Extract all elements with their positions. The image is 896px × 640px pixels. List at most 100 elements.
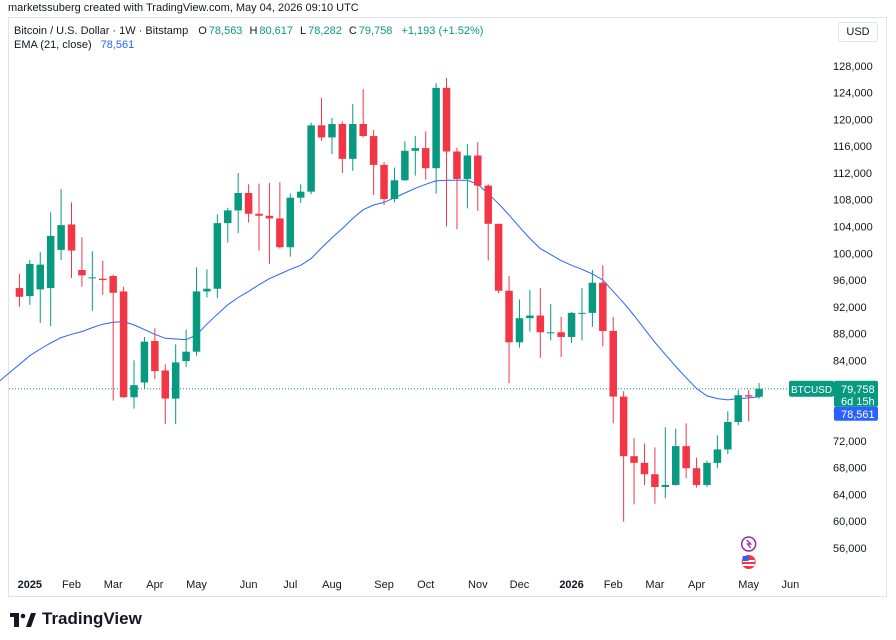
candle-body (474, 155, 482, 186)
y-tick-label: 60,000 (833, 516, 867, 528)
close-value: 79,758 (358, 25, 393, 37)
y-tick-label: 108,000 (833, 195, 873, 207)
us-flag-icon[interactable] (741, 555, 756, 569)
candle (609, 316, 617, 424)
candle (99, 260, 107, 295)
candle-body (119, 291, 128, 398)
y-tick-label: 124,000 (833, 88, 873, 100)
candle (36, 251, 45, 323)
symbol-tag-bg (789, 380, 834, 397)
candle (151, 328, 159, 380)
candle (317, 97, 326, 141)
candle-body (578, 312, 586, 314)
candle-body (15, 288, 24, 297)
candle-body (619, 396, 628, 457)
ema-price-tag: 78,561 (834, 406, 878, 421)
candle-body (692, 468, 701, 485)
high-label: H (249, 25, 258, 37)
candle-body (46, 235, 55, 289)
candle-body (286, 197, 295, 248)
candle-body (307, 125, 315, 192)
candle (328, 117, 336, 155)
candle-body (734, 395, 742, 423)
y-tick-label: 64,000 (833, 489, 867, 501)
candle-body (338, 124, 347, 159)
candle-body (265, 215, 274, 219)
candle (515, 299, 524, 348)
x-tick-label: Jun (240, 579, 258, 591)
candle (15, 274, 24, 307)
candle (307, 122, 315, 195)
candle-body (192, 291, 201, 352)
candle-body (369, 136, 378, 165)
ema-line (0, 179, 760, 401)
candle (171, 344, 180, 425)
x-tick-label: Jul (283, 579, 297, 591)
candle-body (36, 264, 45, 290)
candle-body (546, 332, 555, 334)
candle-body (213, 223, 222, 289)
candle-body (411, 148, 420, 151)
y-tick-label: 116,000 (833, 141, 872, 153)
candle (67, 202, 76, 279)
candle (442, 77, 451, 227)
candle (213, 214, 222, 299)
currency-button[interactable]: USD (838, 22, 878, 42)
candle (161, 364, 170, 425)
candle (682, 423, 690, 479)
candle (494, 223, 503, 294)
candle (744, 389, 753, 422)
candle (505, 276, 513, 384)
candle-body (328, 124, 336, 138)
candle (140, 336, 149, 389)
candle (703, 460, 711, 487)
ema-tag-text: 78,561 (841, 409, 875, 421)
candle (755, 383, 763, 399)
candle-body (609, 330, 617, 397)
candle (296, 184, 305, 204)
candle (380, 162, 388, 206)
candle (546, 304, 555, 341)
candle-body (671, 446, 680, 485)
candle-body (380, 164, 388, 200)
x-tick-label: Feb (62, 579, 81, 591)
candle (432, 83, 440, 194)
x-tick-label: Apr (146, 579, 163, 591)
candle (88, 251, 97, 311)
candle-body (599, 282, 607, 331)
candle (557, 316, 565, 358)
candle (536, 288, 545, 358)
tradingview-brand: TradingView (10, 609, 142, 629)
low-value: 78,282 (308, 25, 342, 37)
candle (390, 167, 399, 203)
last-price-tag-bg (834, 380, 878, 407)
symbol-price-tag: BTCUSD (789, 380, 834, 397)
candle (599, 265, 607, 347)
candle-body (432, 87, 440, 169)
candle (182, 329, 190, 368)
candle-body (151, 340, 159, 372)
x-tick-label: Apr (688, 579, 705, 591)
candle (453, 147, 461, 230)
tradingview-logo-icon (10, 612, 36, 627)
high-value: 80,617 (259, 25, 294, 37)
y-tick-label: 92,000 (833, 302, 867, 314)
candle-body (182, 351, 190, 362)
candle (619, 391, 628, 522)
candle-body (203, 288, 211, 292)
x-tick-label: Oct (417, 579, 434, 591)
candle (338, 121, 347, 173)
candle (724, 411, 732, 455)
candle-body (661, 484, 670, 487)
candle (78, 237, 86, 287)
y-tick-label: 88,000 (833, 329, 867, 341)
candle-body (703, 462, 711, 485)
y-tick-label: 84,000 (833, 355, 867, 367)
candle (26, 259, 34, 305)
candle-body (484, 185, 492, 224)
candle-body (453, 151, 461, 179)
events-icon[interactable] (740, 536, 757, 552)
ema-value: 78,561 (100, 39, 135, 51)
